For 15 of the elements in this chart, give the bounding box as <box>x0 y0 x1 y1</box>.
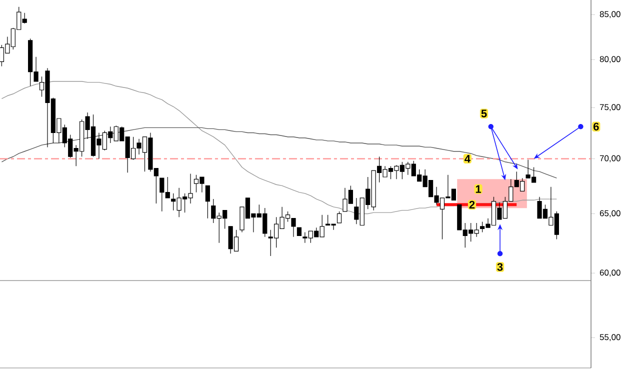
y-tick-label: 75,00 <box>600 104 620 112</box>
y-tick-label: 70,00 <box>600 155 620 162</box>
y-tick-label: 65,00 <box>600 210 620 218</box>
annotation: 3 <box>497 263 503 271</box>
y-tick-label: 60,00 <box>600 270 620 277</box>
text: 6 <box>594 122 599 130</box>
annotation: 2 <box>469 200 475 208</box>
y-tick-label: 85,00 <box>600 11 620 18</box>
annotation: 4 <box>464 154 470 163</box>
y-tick-label: 55,00 <box>600 334 620 342</box>
candlestick <box>336 211 342 224</box>
y-tick-label: 80,00 <box>600 56 620 64</box>
annotation: 5 <box>481 110 487 118</box>
annotation: 1 <box>476 185 482 193</box>
candlestick <box>205 185 210 219</box>
